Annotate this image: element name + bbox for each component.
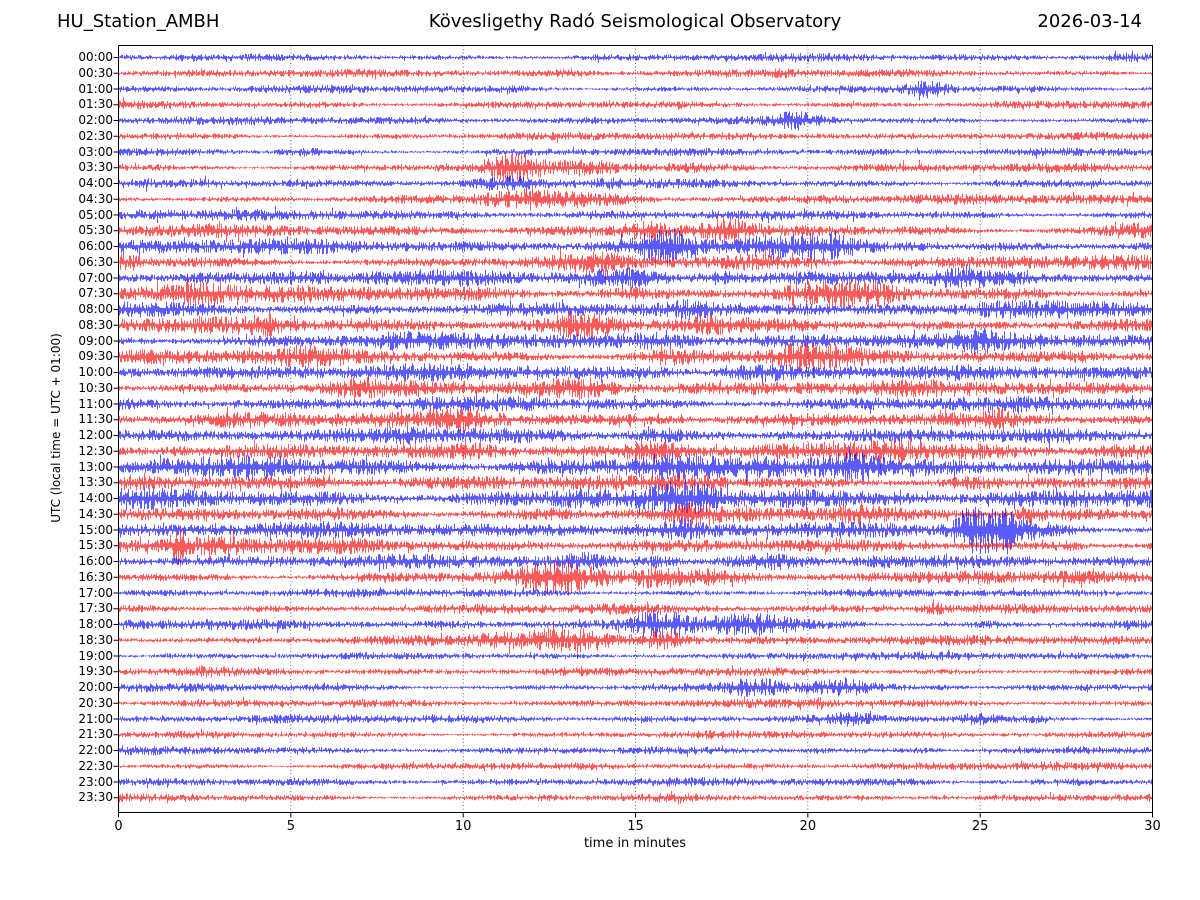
- y-tick-label: 04:00: [78, 176, 113, 190]
- y-tick-label: 06:00: [78, 239, 113, 253]
- y-tick-label: 07:30: [78, 286, 113, 301]
- y-tick-label: 16:30: [78, 569, 113, 584]
- x-tick-label: 30: [1144, 819, 1161, 834]
- y-tick-label: 13:00: [78, 459, 113, 474]
- y-tick-label: 13:30: [78, 475, 113, 490]
- y-tick-label: 00:00: [78, 50, 113, 64]
- y-tick-label: 01:00: [78, 81, 113, 96]
- y-tick-label: 05:00: [78, 207, 113, 222]
- y-tick-label: 09:00: [78, 333, 113, 348]
- date-label: 2026-03-14: [1037, 11, 1142, 32]
- y-tick-label: 15:00: [78, 522, 113, 537]
- observatory-title: Kövesligethy Radó Seismological Observat…: [428, 11, 842, 32]
- y-tick-label: 21:00: [78, 711, 113, 726]
- y-tick-label: 06:30: [78, 254, 113, 269]
- y-tick-label: 17:00: [78, 585, 113, 600]
- x-tick-label: 25: [971, 819, 989, 834]
- y-tick-label: 10:30: [78, 380, 113, 395]
- y-tick-label: 03:00: [78, 144, 113, 159]
- x-axis-label: time in minutes: [583, 836, 687, 851]
- y-tick-label: 15:30: [78, 538, 113, 553]
- y-tick-label: 02:30: [78, 128, 113, 143]
- y-tick-label: 19:30: [78, 664, 113, 679]
- y-tick-label: 20:00: [78, 680, 113, 694]
- y-tick-label: 19:00: [78, 648, 113, 663]
- x-tick-label: 0: [114, 819, 123, 834]
- x-tick-label: 5: [286, 819, 295, 834]
- y-tick-label: 17:30: [78, 601, 113, 616]
- x-tick-label: 15: [627, 819, 644, 834]
- y-tick-label: 20:30: [78, 695, 113, 710]
- y-tick-label: 10:00: [78, 365, 113, 379]
- y-tick-label: 02:00: [78, 113, 113, 127]
- y-tick-label: 08:00: [78, 302, 113, 316]
- y-tick-label: 18:00: [78, 617, 113, 631]
- y-tick-label: 00:30: [78, 65, 113, 80]
- y-tick-label: 11:30: [78, 412, 113, 427]
- y-tick-label: 04:30: [78, 191, 113, 206]
- y-tick-label: 01:30: [78, 97, 113, 112]
- y-tick-label: 22:00: [78, 743, 113, 757]
- y-tick-label: 05:30: [78, 223, 113, 238]
- y-tick-label: 18:30: [78, 632, 113, 647]
- y-tick-label: 09:30: [78, 349, 113, 364]
- y-tick-label: 23:00: [78, 774, 113, 789]
- y-tick-label: 14:00: [78, 491, 113, 505]
- y-tick-label: 23:30: [78, 790, 113, 805]
- y-tick-label: 08:30: [78, 317, 113, 332]
- station-title: HU_Station_AMBH: [57, 11, 220, 32]
- x-tick-label: 20: [799, 819, 817, 834]
- y-tick-label: 11:00: [78, 396, 113, 411]
- y-tick-label: 03:30: [78, 160, 113, 175]
- y-tick-label: 21:30: [78, 727, 113, 742]
- y-tick-label: 07:00: [78, 270, 113, 285]
- y-tick-label: 12:30: [78, 443, 113, 458]
- y-tick-label: 16:00: [78, 554, 113, 568]
- y-tick-label: 12:00: [78, 428, 113, 442]
- x-tick-label: 10: [454, 819, 472, 834]
- y-tick-label: 22:30: [78, 758, 113, 773]
- y-tick-label: 14:30: [78, 506, 113, 521]
